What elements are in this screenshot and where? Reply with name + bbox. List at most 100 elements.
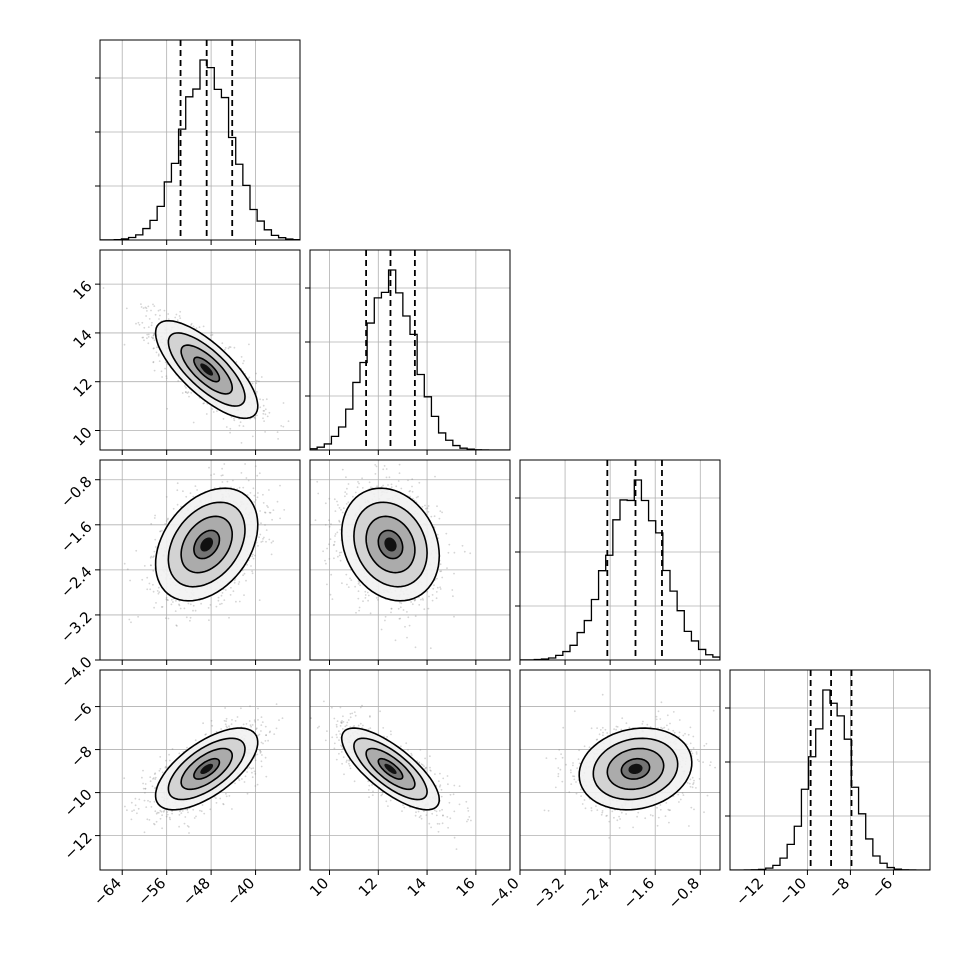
sample-point <box>333 543 336 546</box>
sample-point <box>339 528 342 531</box>
sample-point <box>244 463 247 465</box>
sample-point <box>159 309 162 311</box>
sample-point <box>398 601 401 604</box>
sample-point <box>165 759 167 762</box>
sample-point <box>326 547 328 550</box>
sample-point <box>249 492 252 494</box>
sample-point <box>446 567 448 569</box>
sample-point <box>157 811 160 814</box>
sample-point <box>258 472 261 475</box>
sample-point <box>253 494 256 497</box>
sample-point <box>144 306 147 309</box>
sample-point <box>251 776 254 779</box>
sample-point <box>123 562 126 565</box>
sample-point <box>176 489 179 492</box>
sample-point <box>447 551 450 554</box>
sample-point <box>251 570 254 573</box>
sample-point <box>338 551 341 554</box>
sample-point <box>166 813 169 816</box>
sample-point <box>254 773 257 775</box>
sample-point <box>153 369 156 372</box>
sample-point <box>258 536 260 539</box>
sample-point <box>152 334 155 337</box>
sample-point <box>263 420 265 422</box>
sample-point <box>439 510 442 512</box>
scatter-panel-p0-p2: −4.0−3.2−2.4−1.6−0.8 <box>57 459 301 691</box>
sample-point <box>461 544 464 547</box>
sample-point <box>418 604 421 606</box>
panel-frame <box>309 249 511 451</box>
sample-point <box>400 487 403 490</box>
sample-point <box>411 490 414 493</box>
sample-point <box>426 507 429 509</box>
sample-point <box>185 495 188 498</box>
sample-point <box>229 431 232 434</box>
sample-point <box>268 489 270 491</box>
sample-point <box>201 804 204 806</box>
sample-point <box>246 494 249 496</box>
sample-point <box>271 518 273 521</box>
sample-point <box>215 802 218 804</box>
sample-point <box>357 597 360 600</box>
sample-point <box>264 431 266 433</box>
sample-point <box>302 564 304 566</box>
sample-point <box>167 517 169 520</box>
sample-point <box>402 609 405 611</box>
sample-point <box>314 519 317 522</box>
y-tick-label-p1: 10 <box>69 423 95 449</box>
sample-point <box>427 607 430 610</box>
sample-point <box>195 327 198 330</box>
sample-point <box>261 721 264 723</box>
sample-point <box>345 493 348 495</box>
sample-point <box>123 343 126 346</box>
sample-point <box>247 479 250 482</box>
sample-point <box>342 507 345 510</box>
sample-point <box>260 724 263 726</box>
sample-point <box>143 339 145 342</box>
sample-point <box>406 611 408 613</box>
sample-point <box>345 476 347 479</box>
sample-point <box>222 418 225 420</box>
sample-point <box>395 485 398 488</box>
sample-point <box>436 577 438 580</box>
sample-point <box>221 342 224 345</box>
sample-point <box>340 551 343 554</box>
sample-point <box>332 544 335 547</box>
sample-point <box>262 412 265 415</box>
sample-point <box>249 705 251 708</box>
sample-point <box>158 360 161 362</box>
sample-point <box>238 779 241 782</box>
sample-point <box>154 776 157 779</box>
y-tick-label-p2: −4.0 <box>57 653 95 691</box>
sample-point <box>180 812 183 814</box>
sample-point <box>413 599 416 602</box>
sample-point <box>346 487 348 490</box>
sample-point <box>178 315 181 317</box>
sample-point <box>155 820 158 823</box>
sample-point <box>433 584 435 587</box>
sample-point <box>280 425 283 427</box>
sample-point <box>283 509 286 511</box>
sample-point <box>261 540 264 543</box>
panel-frame <box>99 39 301 241</box>
sample-point <box>338 520 341 523</box>
sample-point <box>159 530 162 532</box>
sample-point <box>149 780 152 783</box>
sample-point <box>170 603 173 606</box>
sample-point <box>328 519 330 522</box>
sample-point <box>178 752 181 755</box>
sample-point <box>356 486 359 489</box>
sample-point <box>358 609 360 612</box>
sample-point <box>428 595 430 598</box>
y-tick-label-p2: −1.6 <box>57 518 95 556</box>
sample-point <box>398 617 401 620</box>
density-peak <box>200 363 214 376</box>
sample-point <box>178 814 181 816</box>
sample-point <box>270 553 273 556</box>
sample-point <box>268 731 271 734</box>
sample-point <box>384 619 386 622</box>
sample-point <box>424 504 426 507</box>
sample-point <box>243 360 245 362</box>
sample-point <box>248 766 251 769</box>
sample-point <box>364 590 367 593</box>
